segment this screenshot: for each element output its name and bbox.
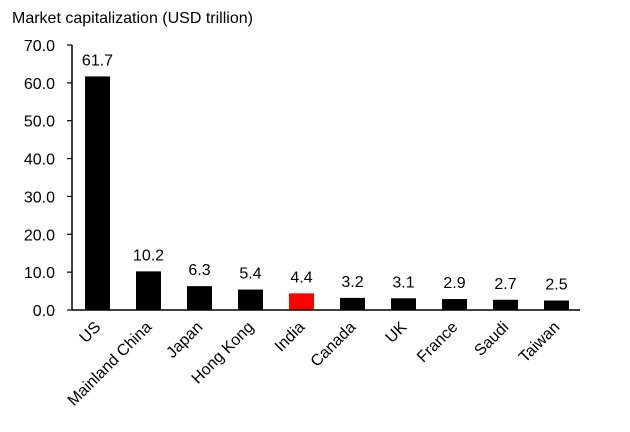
bar [442,299,467,310]
value-label: 3.2 [341,274,363,291]
y-axis: 0.0 10.0 20.0 30.0 40.0 50.0 60.0 70.0 [24,38,73,320]
y-tick-label: 0.0 [33,303,55,320]
bar [289,293,314,310]
bar [544,300,569,310]
y-tick-label: 50.0 [24,114,55,131]
chart-title: Market capitalization (USD trillion) [12,10,253,27]
value-label: 4.4 [290,269,312,286]
x-tick-label: Taiwan [516,319,563,366]
x-tick-label: US [77,319,105,347]
value-labels: 61.7 10.2 6.3 5.4 4.4 3.2 3.1 2.9 2.7 2.5 [82,52,568,293]
x-tick-label: UK [383,319,411,347]
bar [187,286,212,310]
bar [238,289,263,310]
value-label: 2.9 [443,275,465,292]
value-label: 2.7 [494,276,516,293]
value-label: 2.5 [545,277,567,294]
y-tick-label: 40.0 [24,152,55,169]
x-tick-label: Saudi [471,319,512,360]
bar [493,299,518,310]
y-tick-label: 30.0 [24,189,55,206]
value-label: 6.3 [188,262,210,279]
y-tick-label: 10.0 [24,265,55,282]
bar [85,76,110,311]
y-tick-label: 20.0 [24,227,55,244]
value-label: 61.7 [82,52,113,69]
value-label: 5.4 [239,266,261,283]
x-tick-label: India [272,319,309,356]
x-tick-label: Canada [308,319,360,371]
x-tick-label: France [414,319,461,366]
bars [85,76,569,311]
value-label: 3.1 [392,274,414,291]
bar [391,298,416,310]
bar [340,297,365,310]
bar [136,271,161,310]
value-label: 10.2 [133,247,164,264]
x-tick-label: Japan [163,319,206,362]
y-tick-label: 70.0 [24,38,55,55]
y-tick-label: 60.0 [24,76,55,93]
